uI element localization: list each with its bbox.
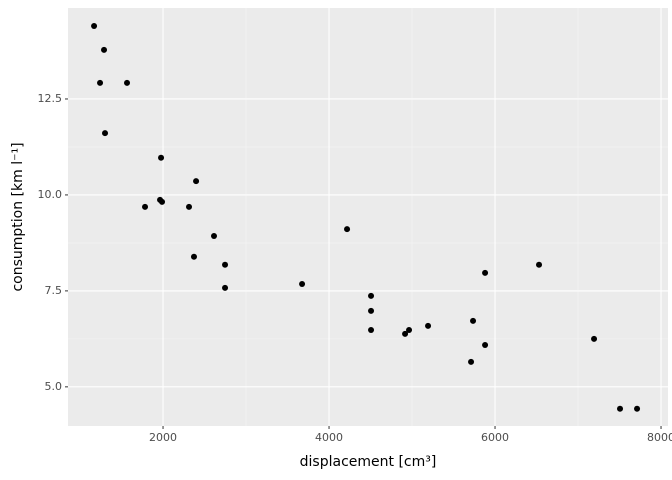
point (425, 322, 432, 329)
point (402, 330, 409, 337)
x-tick-label: 8000 (647, 431, 672, 444)
x-axis-title: displacement [cm³] (300, 454, 437, 470)
point (190, 253, 197, 260)
point (101, 46, 108, 53)
plot-panel (68, 8, 668, 426)
y-tick-label: 5.0 (45, 380, 63, 393)
point (222, 261, 229, 268)
point (102, 130, 109, 137)
point (222, 284, 229, 291)
x-tick-label: 2000 (149, 431, 177, 444)
y-tick-label: 7.5 (45, 284, 63, 297)
point (536, 261, 543, 268)
y-tick-label: 10.0 (38, 188, 63, 201)
point (368, 307, 375, 314)
point (97, 79, 104, 86)
point (482, 269, 489, 276)
point (591, 335, 598, 342)
x-tick-label: 6000 (481, 431, 509, 444)
point (617, 405, 624, 412)
point (299, 280, 306, 287)
point (210, 233, 217, 239)
point (186, 203, 193, 210)
y-axis-title: consumption [km l⁻¹] (10, 142, 26, 291)
point (482, 342, 489, 349)
point (634, 405, 641, 412)
point (193, 178, 200, 185)
point (468, 358, 475, 365)
point (344, 226, 351, 233)
point (159, 198, 166, 205)
point (124, 79, 131, 86)
point (470, 317, 477, 324)
point (158, 154, 165, 161)
point (142, 203, 149, 210)
point (406, 327, 413, 334)
y-tick-label: 12.5 (38, 92, 63, 105)
x-tick-label: 4000 (315, 431, 343, 444)
point (368, 292, 375, 299)
point (91, 23, 98, 30)
point (368, 327, 375, 334)
